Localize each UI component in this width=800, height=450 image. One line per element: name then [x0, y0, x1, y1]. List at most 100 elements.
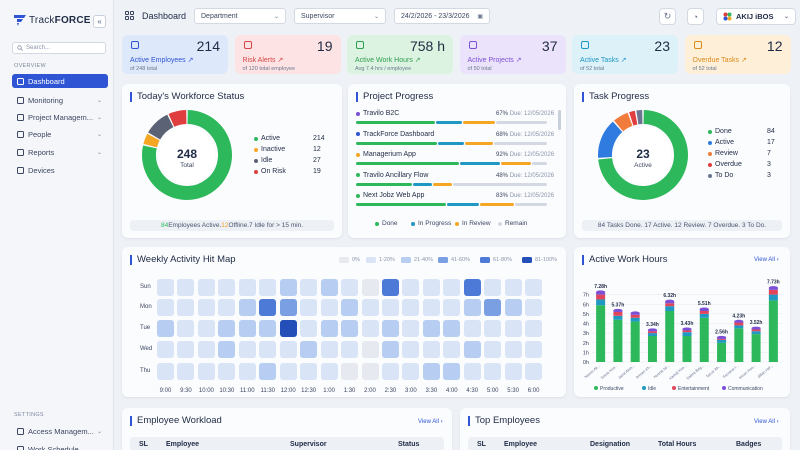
date-range-picker[interactable]: 24/2/2026 - 23/3/2026 ▣ [394, 8, 490, 24]
heatmap-cell[interactable] [504, 363, 522, 380]
donut-slice-idle[interactable] [148, 114, 174, 140]
heatmap-cell[interactable] [197, 279, 215, 296]
heatmap-cell[interactable] [238, 341, 256, 358]
heatmap-cell[interactable] [402, 363, 420, 380]
apps-grid-icon[interactable] [125, 11, 134, 20]
department-select[interactable]: Department ⌄ [194, 8, 286, 24]
heatmap-cell[interactable] [484, 363, 502, 380]
project-item[interactable]: Travilo B2C [356, 110, 399, 117]
bar-segment-productive[interactable] [751, 334, 761, 362]
heatmap-cell[interactable] [443, 363, 461, 380]
heatmap-cell[interactable] [443, 299, 461, 316]
heatmap-cell[interactable] [238, 363, 256, 380]
heatmap-cell[interactable] [238, 279, 256, 296]
heatmap-cell[interactable] [238, 299, 256, 316]
bar-segment-productive[interactable] [630, 321, 640, 362]
bar-segment-idle[interactable] [596, 299, 606, 306]
bar-segment-productive[interactable] [596, 305, 606, 362]
bar-segment-idle[interactable] [717, 339, 727, 343]
bar-segment-idle[interactable] [699, 313, 709, 318]
bar-segment-productive[interactable] [699, 317, 709, 362]
heatmap-cell[interactable] [361, 341, 379, 358]
heatmap-cell[interactable] [300, 279, 318, 296]
sidebar-item-work-schedule[interactable]: Work Schedule [12, 442, 108, 450]
heatmap-cell[interactable] [443, 341, 461, 358]
bar-segment-idle[interactable] [751, 331, 761, 335]
heatmap-cell[interactable] [525, 363, 543, 380]
heatmap-cell[interactable] [484, 279, 502, 296]
donut-slice-overdue[interactable] [629, 110, 638, 126]
heatmap-cell[interactable] [197, 299, 215, 316]
view-all-link[interactable]: View All › [418, 419, 443, 425]
bar-segment-entertainment[interactable] [768, 289, 778, 295]
heatmap-cell[interactable] [402, 320, 420, 337]
bar-segment-idle[interactable] [768, 294, 778, 301]
bar-segment-productive[interactable] [647, 336, 657, 362]
kpi-card[interactable]: 214 Active Employees ↗ of 248 total [122, 35, 228, 74]
heatmap-cell[interactable] [320, 341, 338, 358]
heatmap-cell[interactable] [300, 320, 318, 337]
project-item[interactable]: Next Jobz Web App [356, 192, 424, 199]
heatmap-cell[interactable] [402, 341, 420, 358]
heatmap-cell[interactable] [504, 279, 522, 296]
bar-segment-entertainment[interactable] [717, 338, 727, 340]
heatmap-cell[interactable] [177, 279, 195, 296]
heatmap-cell[interactable] [504, 341, 522, 358]
heatmap-cell[interactable] [320, 363, 338, 380]
heatmap-cell[interactable] [484, 341, 502, 358]
heatmap-cell[interactable] [484, 299, 502, 316]
heatmap-cell[interactable] [279, 363, 297, 380]
heatmap-cell[interactable] [361, 320, 379, 337]
heatmap-cell[interactable] [177, 363, 195, 380]
heatmap-cell[interactable] [157, 299, 174, 316]
heatmap-cell[interactable] [157, 363, 174, 380]
heatmap-cell[interactable] [197, 341, 215, 358]
sidebar-item-access-managem[interactable]: Access Managem... ⌄ [12, 424, 108, 438]
heatmap-cell[interactable] [341, 279, 359, 296]
heatmap-cell[interactable] [320, 320, 338, 337]
project-item[interactable]: Travilo Ancillary Flow [356, 172, 428, 179]
bar-segment-idle[interactable] [682, 332, 692, 337]
heatmap-cell[interactable] [259, 320, 277, 337]
supervisor-select[interactable]: Supervisor ⌄ [294, 8, 386, 24]
bar-segment-idle[interactable] [665, 306, 675, 311]
heatmap-cell[interactable] [525, 341, 543, 358]
kpi-card[interactable]: 12 Overdue Tasks ↗ of 52 total [684, 35, 791, 74]
bar-segment-entertainment[interactable] [734, 322, 744, 326]
bar-segment-productive[interactable] [613, 319, 623, 362]
heatmap-cell[interactable] [320, 299, 338, 316]
heatmap-cell[interactable] [463, 299, 481, 316]
heatmap-cell[interactable] [157, 341, 174, 358]
heatmap-cell[interactable] [504, 320, 522, 337]
heatmap-cell[interactable] [157, 320, 174, 337]
kpi-card[interactable]: 758 h Active Work Hours ↗ Avg 7.4 hrs / em… [347, 35, 453, 74]
heatmap-cell[interactable] [381, 363, 399, 380]
sidebar-item-dashboard[interactable]: Dashboard [12, 74, 108, 88]
heatmap-cell[interactable] [177, 299, 195, 316]
heatmap-cell[interactable] [504, 299, 522, 316]
heatmap-cell[interactable] [341, 299, 359, 316]
bar-segment-idle[interactable] [630, 317, 640, 322]
heatmap-cell[interactable] [218, 320, 236, 337]
heatmap-cell[interactable] [279, 279, 297, 296]
sidebar-item-project-managem[interactable]: Project Managem... ⌄ [12, 110, 108, 124]
heatmap-cell[interactable] [443, 279, 461, 296]
bar-segment-productive[interactable] [665, 310, 675, 362]
heatmap-cell[interactable] [259, 341, 277, 358]
notifications-button[interactable]: ◔ [687, 8, 704, 25]
bar-segment-idle[interactable] [613, 315, 623, 320]
bar-segment-entertainment[interactable] [647, 331, 657, 334]
heatmap-cell[interactable] [381, 299, 399, 316]
app-logo[interactable]: TrackFORCE [14, 15, 91, 26]
project-item[interactable]: TrackForce Dashboard [356, 131, 434, 138]
heatmap-cell[interactable] [525, 299, 543, 316]
heatmap-cell[interactable] [341, 320, 359, 337]
kpi-card[interactable]: 23 Active Tasks ↗ of 52 total [572, 35, 678, 74]
heatmap-cell[interactable] [422, 279, 440, 296]
bar-segment-entertainment[interactable] [751, 329, 761, 332]
sidebar-search[interactable]: Search... [12, 42, 106, 54]
heatmap-cell[interactable] [218, 341, 236, 358]
bar-segment-productive[interactable] [768, 300, 778, 362]
heatmap-cell[interactable] [443, 320, 461, 337]
heatmap-cell[interactable] [341, 363, 359, 380]
